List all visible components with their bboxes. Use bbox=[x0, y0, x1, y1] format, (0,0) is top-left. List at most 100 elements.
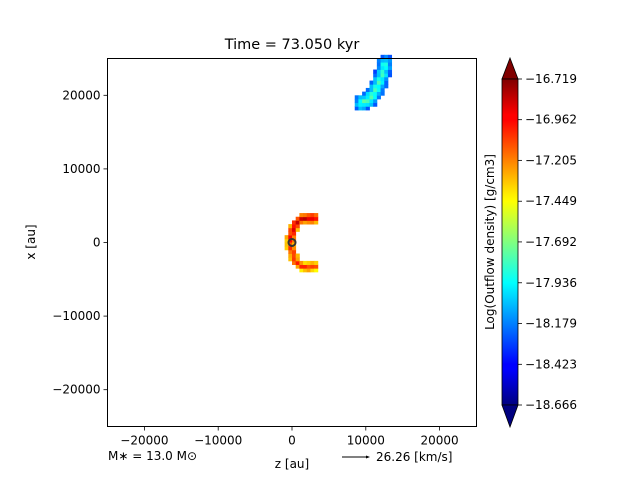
colorbar-tick-label: −17.205 bbox=[525, 153, 577, 167]
density-cell bbox=[303, 268, 308, 273]
density-cell bbox=[380, 54, 385, 59]
density-cell bbox=[310, 213, 315, 218]
colorbar-tick-label: −17.449 bbox=[525, 194, 577, 208]
colorbar-label: Log(Outflow density) [g/cm3] bbox=[483, 154, 497, 330]
density-cell bbox=[292, 235, 297, 240]
north-outflow-blob bbox=[354, 54, 393, 111]
density-cell bbox=[373, 73, 378, 78]
density-cell bbox=[373, 98, 378, 104]
density-cell bbox=[288, 231, 293, 236]
density-cell bbox=[369, 95, 374, 100]
density-cell bbox=[358, 102, 363, 107]
density-cell bbox=[310, 264, 315, 269]
density-cell bbox=[376, 58, 381, 63]
density-cell bbox=[373, 76, 378, 81]
density-cell bbox=[369, 80, 374, 85]
density-cell bbox=[288, 235, 293, 240]
density-cell bbox=[365, 102, 370, 107]
density-cell bbox=[310, 268, 315, 273]
density-cell bbox=[284, 238, 289, 243]
density-cell bbox=[288, 227, 293, 232]
density-cell bbox=[292, 238, 297, 243]
density-cell bbox=[387, 54, 393, 59]
density-cell bbox=[299, 216, 304, 221]
density-cell bbox=[354, 98, 359, 104]
density-cell bbox=[376, 91, 381, 96]
density-cell bbox=[314, 220, 319, 225]
density-cell bbox=[369, 102, 374, 107]
y-tick-label: 20000 bbox=[62, 88, 100, 102]
density-cell bbox=[284, 242, 289, 247]
density-cell bbox=[373, 80, 378, 85]
y-axis-label: x [au] bbox=[24, 224, 38, 259]
density-cell bbox=[288, 249, 293, 254]
density-cell bbox=[376, 84, 381, 89]
density-cell bbox=[376, 62, 381, 67]
density-cell bbox=[373, 102, 378, 107]
colorbar: −16.719 −16.962 −17.205 −17.449 −17.692 −17.9… bbox=[483, 56, 577, 429]
density-cell bbox=[299, 264, 304, 269]
y-tick-label: 10000 bbox=[62, 162, 100, 176]
density-cell bbox=[376, 65, 381, 70]
density-cell bbox=[303, 216, 308, 221]
density-cell bbox=[373, 91, 378, 96]
x-tick-label: 10000 bbox=[347, 434, 385, 448]
density-cell bbox=[288, 253, 293, 258]
density-cell bbox=[314, 216, 319, 221]
density-cell bbox=[288, 224, 293, 229]
density-cell bbox=[369, 84, 374, 89]
y-tick-label: −10000 bbox=[52, 309, 100, 323]
density-cell bbox=[376, 76, 381, 81]
density-cell bbox=[295, 224, 300, 229]
colorbar-body bbox=[501, 78, 519, 406]
density-cell bbox=[306, 220, 311, 225]
density-cell bbox=[387, 58, 393, 63]
density-cell bbox=[362, 98, 367, 104]
x-tick-label: −10000 bbox=[194, 434, 242, 448]
density-cell bbox=[369, 91, 374, 96]
density-cell bbox=[384, 58, 389, 63]
density-cell bbox=[288, 242, 293, 247]
density-cell bbox=[295, 260, 300, 265]
colorbar-tick-label: −16.962 bbox=[525, 113, 577, 127]
density-cell bbox=[380, 69, 385, 74]
density-cell bbox=[376, 69, 381, 74]
density-cell bbox=[387, 69, 393, 74]
density-cell bbox=[380, 65, 385, 70]
density-cell bbox=[295, 253, 300, 258]
y-tick-label: 0 bbox=[93, 236, 101, 250]
x-tick-label: 0 bbox=[288, 434, 296, 448]
density-cell bbox=[292, 249, 297, 254]
density-cell bbox=[303, 220, 308, 225]
density-cell bbox=[292, 220, 297, 225]
density-cell bbox=[292, 253, 297, 258]
density-cell bbox=[365, 95, 370, 100]
density-cell bbox=[380, 91, 385, 96]
chart-title: Time = 73.050 kyr bbox=[224, 37, 360, 53]
lower-cavity-arc bbox=[284, 242, 319, 273]
colorbar-tick-label: −18.423 bbox=[525, 357, 577, 371]
density-cell bbox=[288, 257, 293, 262]
density-cell bbox=[380, 62, 385, 67]
density-cell bbox=[384, 76, 389, 81]
velocity-key: 26.26 [km/s] bbox=[342, 450, 452, 464]
density-cell bbox=[362, 91, 367, 96]
density-cell bbox=[380, 84, 385, 89]
density-cell bbox=[299, 268, 304, 273]
density-cell bbox=[306, 260, 311, 265]
x-tick-label: −20000 bbox=[120, 434, 168, 448]
density-cell bbox=[288, 238, 293, 243]
density-cell bbox=[288, 246, 293, 251]
x-axis-label: z [au] bbox=[275, 457, 309, 471]
density-cell bbox=[387, 62, 393, 67]
density-cell bbox=[373, 87, 378, 93]
density-cell bbox=[369, 98, 374, 104]
density-cell bbox=[314, 213, 319, 218]
density-cell bbox=[295, 227, 300, 232]
density-cell bbox=[303, 213, 308, 218]
density-cell bbox=[306, 268, 311, 273]
density-cell bbox=[299, 220, 304, 225]
velocity-key-arrowhead bbox=[366, 455, 370, 459]
density-cell bbox=[295, 264, 300, 269]
